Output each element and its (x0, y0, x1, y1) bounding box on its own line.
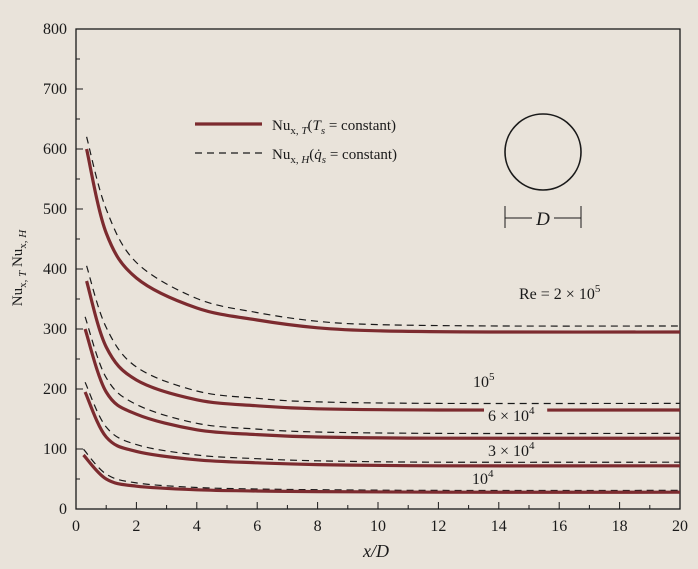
y-axis-title: Nux, T Nux, H (10, 229, 29, 307)
x-tick-label: 10 (370, 518, 386, 535)
series-dashed-curve (84, 382, 681, 463)
curve-label: 105 (473, 371, 495, 391)
legend: Nux, T(Ts = constant) Nux, H(q̇s = const… (195, 118, 397, 166)
series-dashed-curve (84, 316, 681, 435)
y-tick-label: 0 (59, 501, 67, 518)
x-tick-label: 4 (193, 518, 201, 535)
x-tick-label: 0 (72, 518, 80, 535)
curve-label: Re = 2 × 105 (519, 283, 601, 303)
dimension-label-bg (532, 208, 554, 228)
series-dashed-curve (83, 448, 681, 492)
y-tick-label: 700 (43, 81, 67, 98)
legend-label-dashed: Nux, H(q̇s = constant) (272, 147, 397, 166)
curve-label-bg (484, 405, 548, 426)
y-tick-label: 600 (43, 141, 67, 158)
series-dashed-curve (86, 136, 681, 327)
x-tick-label: 20 (672, 518, 688, 535)
curve-label-bg (468, 468, 499, 489)
y-tick-label: 100 (43, 441, 67, 458)
curve-label: 104 (472, 468, 494, 488)
series-group: Re = 2 × 105 105 6 × 104 3 × 104 104 (82, 136, 681, 494)
legend-label-solid: Nux, T(Ts = constant) (272, 118, 396, 137)
y-tick-label: 800 (43, 21, 67, 38)
series-solid-curve (82, 453, 681, 494)
curve-label-bg (469, 371, 500, 392)
series-solid-curve (85, 148, 681, 334)
curve-label-bg (515, 283, 620, 304)
curve-label: 6 × 104 (488, 405, 535, 425)
series-solid-curve (85, 280, 681, 412)
series-dashed-curve (86, 265, 681, 405)
x-tick-label: 16 (551, 518, 567, 535)
series-solid-curve (83, 328, 681, 440)
x-tick-label: 12 (430, 518, 446, 535)
y-tick-label: 500 (43, 201, 67, 218)
x-tick-label: 8 (314, 518, 322, 535)
x-tick-label: 2 (132, 518, 140, 535)
series-solid-curve (83, 391, 681, 468)
pipe-circle (504, 113, 582, 191)
axes: 0 2 4 6 8 10 12 14 16 18 2001002003004005006007008… (43, 21, 688, 535)
x-axis-title: x/D (362, 541, 389, 561)
y-tick-label: 200 (43, 381, 67, 398)
pipe-cross-section: D (504, 113, 582, 230)
curve-label: 3 × 104 (488, 440, 535, 460)
y-tick-label: 300 (43, 321, 67, 338)
x-tick-label: 14 (491, 518, 507, 535)
inset-diameter-label: D (535, 209, 550, 230)
x-tick-label: 18 (612, 518, 628, 535)
x-tick-label: 6 (253, 518, 261, 535)
curve-label-bg (484, 440, 548, 461)
y-tick-label: 400 (43, 261, 67, 278)
